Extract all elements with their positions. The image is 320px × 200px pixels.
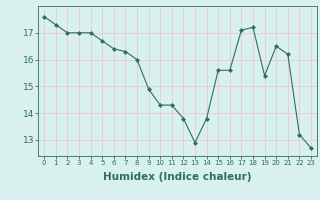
X-axis label: Humidex (Indice chaleur): Humidex (Indice chaleur)	[103, 172, 252, 182]
